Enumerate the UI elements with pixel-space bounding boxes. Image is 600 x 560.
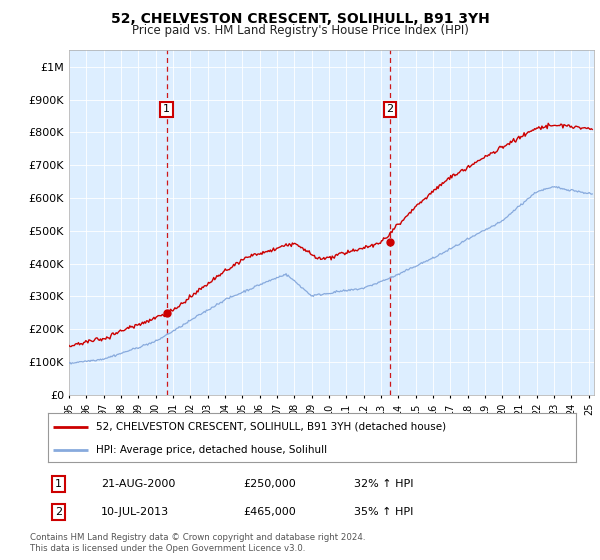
Text: HPI: Average price, detached house, Solihull: HPI: Average price, detached house, Soli… (95, 445, 326, 455)
Text: 32% ↑ HPI: 32% ↑ HPI (354, 479, 414, 489)
Text: £465,000: £465,000 (244, 507, 296, 517)
Text: 2: 2 (55, 507, 62, 517)
Text: 1: 1 (55, 479, 62, 489)
Text: 10-JUL-2013: 10-JUL-2013 (101, 507, 169, 517)
Text: 52, CHELVESTON CRESCENT, SOLIHULL, B91 3YH: 52, CHELVESTON CRESCENT, SOLIHULL, B91 3… (110, 12, 490, 26)
Text: 35% ↑ HPI: 35% ↑ HPI (354, 507, 413, 517)
Text: 52, CHELVESTON CRESCENT, SOLIHULL, B91 3YH (detached house): 52, CHELVESTON CRESCENT, SOLIHULL, B91 3… (95, 422, 446, 432)
Text: 2: 2 (386, 105, 394, 114)
Text: Contains HM Land Registry data © Crown copyright and database right 2024.
This d: Contains HM Land Registry data © Crown c… (30, 533, 365, 553)
Text: Price paid vs. HM Land Registry's House Price Index (HPI): Price paid vs. HM Land Registry's House … (131, 24, 469, 36)
Text: 21-AUG-2000: 21-AUG-2000 (101, 479, 175, 489)
Text: £250,000: £250,000 (244, 479, 296, 489)
Text: 1: 1 (163, 105, 170, 114)
